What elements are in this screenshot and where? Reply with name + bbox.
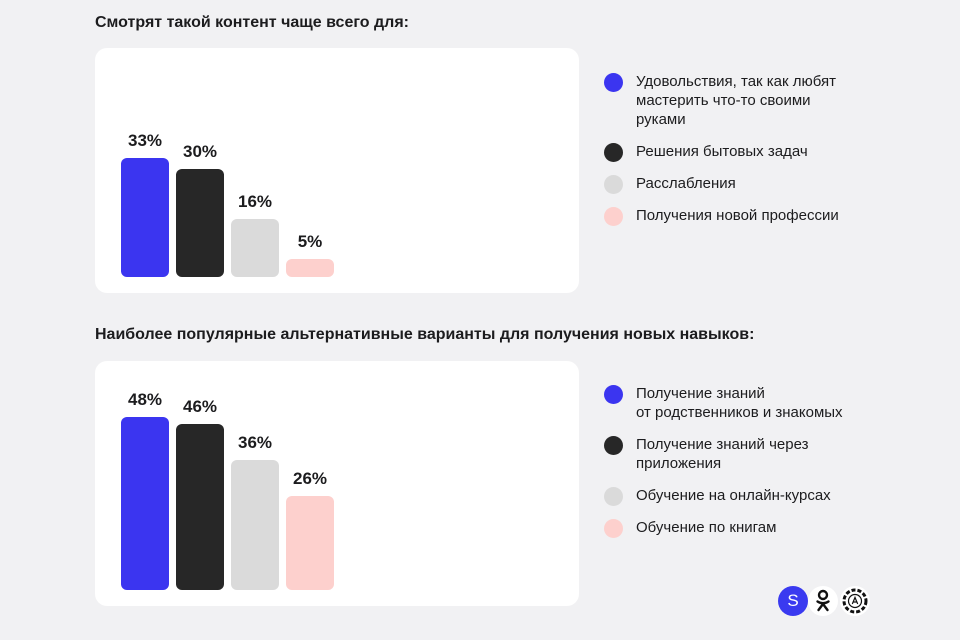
legend-label: приложения [636, 455, 722, 472]
legend-swatch [604, 175, 623, 194]
bar-4 [286, 259, 334, 277]
legend-label: от родственников и знакомых [636, 404, 843, 421]
bar-value-label: 30% [182, 142, 218, 161]
legend-swatch [604, 385, 623, 404]
chart1-title: Смотрят такой контент чаще всего для: [95, 14, 409, 31]
bar-4 [286, 496, 334, 590]
legend-label: мастерить что-то своими [636, 92, 811, 109]
legend-swatch [604, 487, 623, 506]
bar-3 [231, 219, 279, 277]
legend-item: Получение знаний от родственников и знако… [604, 384, 904, 422]
partner-logos: S [778, 586, 870, 618]
legend-label: Обучение по книгам [636, 519, 777, 536]
odnoklassniki-icon [808, 586, 838, 616]
chart2-legend: Получение знаний от родственников и знако… [604, 384, 904, 550]
legend-item: Обучение по книгам [604, 518, 904, 538]
bar-value-label: 26% [292, 469, 328, 489]
bar-value-label: 33% [127, 131, 163, 151]
legend-label: Расслабления [636, 175, 736, 192]
bar-value-label: 48% [127, 390, 163, 410]
legend-label: Решения бытовых задач [636, 143, 808, 160]
chart2-title: Наиболее популярные альтернативные вариа… [95, 326, 755, 343]
s-logo-icon: S [778, 586, 808, 616]
legend-item: Расслабления [604, 174, 904, 194]
chart2-bars: 48% 46% 36% 26% [95, 361, 579, 606]
legend-item: Обучение на онлайн-курсах [604, 486, 904, 506]
bar-1 [121, 417, 169, 590]
chart1-bars: 33% 30% 16% 5% [95, 48, 579, 293]
bar-value-label: 46% [182, 397, 218, 417]
legend-item: Получение знаний через приложения [604, 435, 904, 473]
legend-item: Решения бытовых задач [604, 142, 904, 162]
bar-2 [176, 424, 224, 590]
a-badge-icon [840, 586, 870, 616]
legend-item: Удовольствия, так как любят мастерить что… [604, 72, 904, 129]
legend-item: Получения новой профессии [604, 206, 904, 226]
legend-label: Обучение на онлайн-курсах [636, 487, 831, 504]
legend-label: Удовольствия, так как любят [636, 73, 837, 90]
legend-label: Получение знаний [636, 385, 765, 402]
bar-2 [176, 169, 224, 277]
legend-label: Получение знаний через [636, 436, 809, 453]
bar-value-label: 36% [237, 433, 273, 453]
legend-swatch [604, 143, 623, 162]
legend-swatch [604, 436, 623, 455]
bar-value-label: 5% [297, 232, 323, 251]
chart1-card: 33% 30% 16% 5% [95, 48, 579, 293]
legend-label: Получения новой профессии [636, 207, 839, 224]
legend-swatch [604, 207, 623, 226]
chart2-card: 48% 46% 36% 26% [95, 361, 579, 606]
bar-1 [121, 158, 169, 277]
legend-label: руками [636, 111, 686, 128]
bar-3 [231, 460, 279, 590]
bar-value-label: 16% [237, 192, 273, 212]
legend-swatch [604, 73, 623, 92]
chart1-legend: Удовольствия, так как любят мастерить что… [604, 72, 904, 238]
legend-swatch [604, 519, 623, 538]
